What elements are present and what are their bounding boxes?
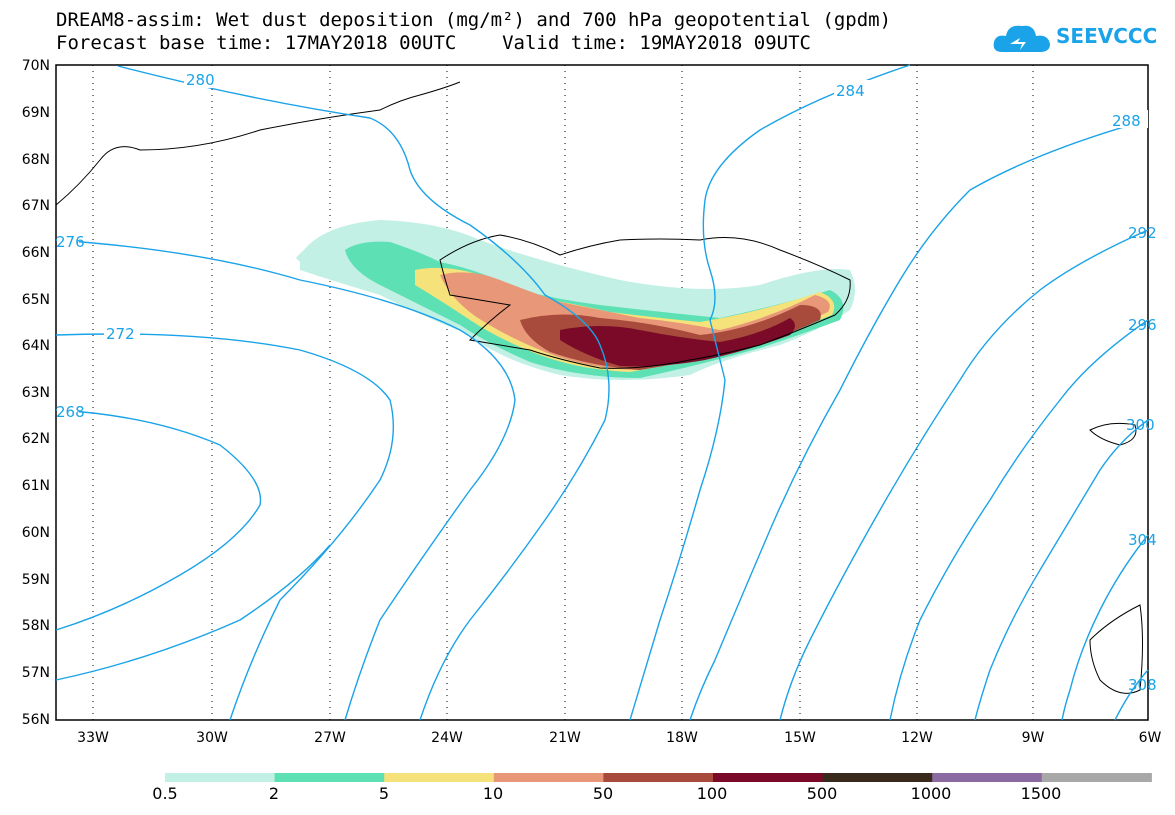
contour-labels: 280 284 288 276 272 268 292 296 300 304 … — [56, 70, 1157, 694]
lat-label: 69N — [22, 105, 50, 121]
lat-label: 59N — [22, 572, 50, 588]
grid-lines — [92, 65, 1034, 720]
legend-label: 100 — [696, 784, 728, 803]
map-frame — [55, 64, 1149, 721]
contour-label-268: 268 — [56, 403, 85, 421]
lon-label: 15W — [784, 730, 816, 746]
legend-label: 10 — [482, 784, 504, 803]
contour-label-292: 292 — [1128, 224, 1157, 242]
lon-label: 18W — [666, 730, 698, 746]
lat-label: 62N — [22, 431, 50, 447]
lat-label: 56N — [22, 712, 50, 728]
lat-label: 70N — [22, 58, 50, 74]
legend-label: 2 — [268, 784, 280, 803]
lat-label: 63N — [22, 385, 50, 401]
legend-colorbar — [165, 773, 1152, 782]
contour-label-304: 304 — [1128, 531, 1157, 549]
legend-swatch — [274, 773, 385, 782]
legend-swatch — [822, 773, 933, 782]
contour-label-308: 308 — [1128, 676, 1157, 694]
legend-swatch — [1041, 773, 1152, 782]
lat-label: 68N — [22, 152, 50, 168]
legend-label: 5 — [378, 784, 390, 803]
longitude-labels: 33W 30W 27W 24W 21W 18W 15W 12W 9W 6W — [77, 730, 1161, 746]
legend-label: 0.5 — [152, 784, 178, 803]
contour-label-284: 284 — [836, 82, 865, 100]
lat-label: 64N — [22, 338, 50, 354]
lon-label: 6W — [1139, 730, 1162, 746]
legend-swatch — [384, 773, 495, 782]
legend-label: 50 — [592, 784, 614, 803]
lat-label: 61N — [22, 478, 50, 494]
legend-label: 1000 — [910, 784, 952, 803]
contour-label-280: 280 — [186, 71, 215, 89]
map-subtitle: Forecast base time: 17MAY2018 00UTC Vali… — [56, 32, 811, 54]
lon-label: 9W — [1022, 730, 1045, 746]
contour-label-288: 288 — [1112, 112, 1141, 130]
legend-label: 500 — [806, 784, 838, 803]
lat-label: 60N — [22, 525, 50, 541]
latitude-labels: 70N 69N 68N 67N 66N 65N 64N 63N 62N 61N … — [22, 58, 50, 728]
lat-label: 67N — [22, 198, 50, 214]
legend-swatch — [713, 773, 824, 782]
legend-swatch — [932, 773, 1043, 782]
contour-label-300: 300 — [1126, 416, 1155, 434]
cloud-icon — [993, 25, 1050, 52]
lon-label: 30W — [196, 730, 228, 746]
lon-label: 21W — [549, 730, 581, 746]
lat-label: 66N — [22, 245, 50, 261]
contour-label-276: 276 — [56, 233, 85, 251]
logo — [990, 16, 1160, 62]
lat-label: 57N — [22, 665, 50, 681]
legend-swatch — [165, 773, 276, 782]
coastlines — [55, 81, 1143, 694]
legend-swatch — [603, 773, 714, 782]
legend-label: 1500 — [1020, 784, 1062, 803]
map-title: DREAM8-assim: Wet dust deposition (mg/m²… — [56, 9, 892, 31]
lon-label: 12W — [901, 730, 933, 746]
lon-label: 33W — [77, 730, 109, 746]
lon-label: 24W — [431, 730, 463, 746]
geopotential-contours — [55, 64, 1149, 721]
legend-swatch — [493, 773, 604, 782]
contour-label-296: 296 — [1128, 316, 1157, 334]
contour-label-272: 272 — [106, 325, 135, 343]
lat-label: 65N — [22, 292, 50, 308]
logo-text: SEEVCCC — [1056, 24, 1158, 48]
dust-deposition-field — [296, 220, 855, 380]
lon-label: 27W — [314, 730, 346, 746]
lat-label: 58N — [22, 618, 50, 634]
